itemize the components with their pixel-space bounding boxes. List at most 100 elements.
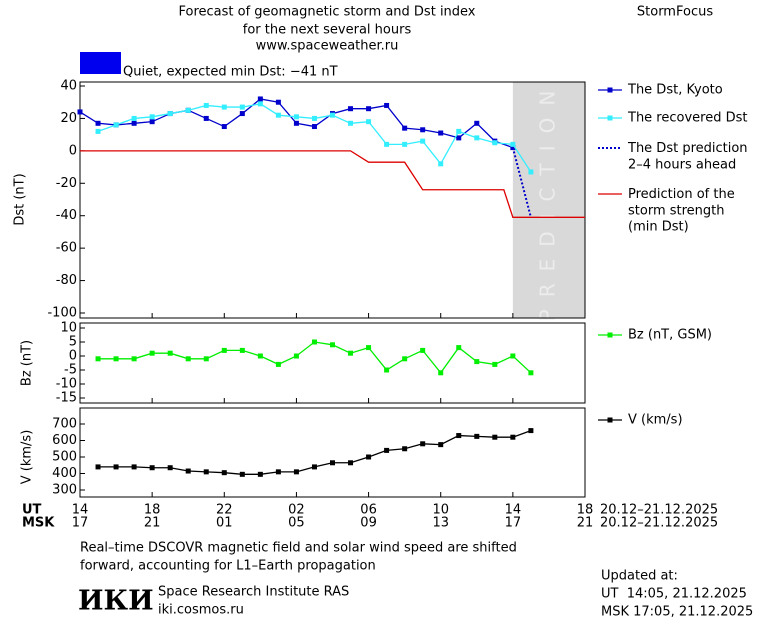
data-point <box>149 114 155 120</box>
data-point <box>456 128 462 134</box>
y-tick-label: -5 <box>64 363 77 378</box>
data-point <box>131 120 137 126</box>
y-tick-label: -20 <box>56 176 77 191</box>
data-point <box>384 141 390 147</box>
y-tick-label: 10 <box>60 321 77 336</box>
data-point <box>402 446 408 452</box>
y-tick-label: 0 <box>69 349 77 364</box>
data-point <box>348 460 354 466</box>
data-point <box>293 469 299 475</box>
data-point <box>203 102 209 108</box>
data-point <box>311 464 317 470</box>
data-point <box>275 469 281 475</box>
legend-label: V (km/s) <box>628 413 683 428</box>
data-point <box>239 104 245 110</box>
data-point <box>474 433 480 439</box>
legend-marker <box>607 417 613 423</box>
x-axis-label: UT <box>22 503 42 518</box>
data-point <box>438 442 444 448</box>
legend-label: The recovered Dst <box>627 111 747 126</box>
data-point <box>456 135 462 141</box>
legend-label: Bz (nT, GSM) <box>628 328 712 343</box>
status-text: Quiet, expected min Dst: −41 nT <box>123 65 338 80</box>
data-point <box>311 339 317 345</box>
data-point <box>113 122 119 128</box>
x2-tick-label: 17 <box>505 516 522 531</box>
plot-frame <box>79 81 586 319</box>
status-swatch <box>80 52 121 74</box>
data-point <box>438 161 444 167</box>
y-tick-label: 400 <box>52 466 77 481</box>
data-point <box>95 356 101 362</box>
y-tick-label: 5 <box>69 335 77 350</box>
data-point <box>95 128 101 134</box>
y-tick-label: -80 <box>56 273 77 288</box>
data-point <box>113 464 119 470</box>
x-tick-label: 02 <box>288 503 305 518</box>
data-point <box>330 342 335 348</box>
x2-tick-label: 09 <box>360 516 377 531</box>
data-point <box>366 106 372 112</box>
legend-label: The Dst prediction 2–4 hours ahead <box>627 141 748 172</box>
legend-marker <box>607 87 613 93</box>
data-point <box>239 111 245 117</box>
legend-marker <box>607 115 613 121</box>
y-tick-label: -40 <box>56 208 77 223</box>
logo: ИКИ <box>78 586 154 617</box>
data-point <box>239 347 245 353</box>
legend-marker <box>607 332 613 338</box>
data-point <box>492 140 498 146</box>
data-point <box>311 124 317 130</box>
data-point <box>348 350 354 356</box>
data-point <box>330 112 335 118</box>
data-point <box>293 114 299 120</box>
data-point <box>221 124 227 130</box>
data-point <box>203 469 209 475</box>
x-tick-label: 06 <box>360 503 377 518</box>
data-point <box>239 471 245 477</box>
data-point <box>402 125 408 131</box>
data-point <box>131 115 137 121</box>
x2-tick-label: 13 <box>432 516 449 531</box>
updated-ut: UT 14:05, 21.12.2025 <box>601 587 747 602</box>
data-point <box>257 353 263 359</box>
data-point <box>348 120 354 126</box>
data-point <box>420 347 426 353</box>
data-point <box>402 141 408 147</box>
data-point <box>149 119 155 125</box>
y-tick-label: 700 <box>52 417 77 432</box>
prediction-label: PREDICTION <box>535 79 559 322</box>
y-tick-label: 0 <box>69 143 77 158</box>
data-point <box>474 135 480 141</box>
data-point <box>149 465 155 471</box>
x-tick-label: 10 <box>432 503 449 518</box>
data-point <box>221 470 227 476</box>
data-point <box>384 102 390 108</box>
y-tick-label: -60 <box>56 241 77 256</box>
legend-label: Prediction of the storm strength (min Dst) <box>628 187 735 235</box>
institute: Space Research Institute RAS <box>158 585 349 600</box>
data-point <box>348 106 354 112</box>
footer-note: forward, accounting for L1–Earth propaga… <box>80 559 376 574</box>
data-point <box>275 361 281 367</box>
title-line: Forecast of geomagnetic storm and Dst in… <box>178 5 475 20</box>
data-point <box>528 370 534 376</box>
x-tick-label: 14 <box>505 503 522 518</box>
data-point <box>384 367 390 373</box>
x2-tick-label: 05 <box>288 516 305 531</box>
data-point <box>95 120 101 126</box>
plot-frame <box>79 322 586 404</box>
data-point <box>185 468 191 474</box>
data-point <box>275 99 281 105</box>
y-tick-label: -10 <box>56 377 77 392</box>
plot-frame <box>79 407 586 498</box>
y-tick-label: 40 <box>60 79 77 94</box>
data-point <box>185 356 191 362</box>
legend-label: The Dst, Kyoto <box>627 83 723 98</box>
title-line: for the next several hours <box>243 23 412 38</box>
y-tick-label: 300 <box>52 483 77 498</box>
y-tick-label: -15 <box>56 391 77 406</box>
site: iki.cosmos.ru <box>158 603 244 618</box>
data-point <box>167 111 173 117</box>
data-point <box>438 130 444 136</box>
